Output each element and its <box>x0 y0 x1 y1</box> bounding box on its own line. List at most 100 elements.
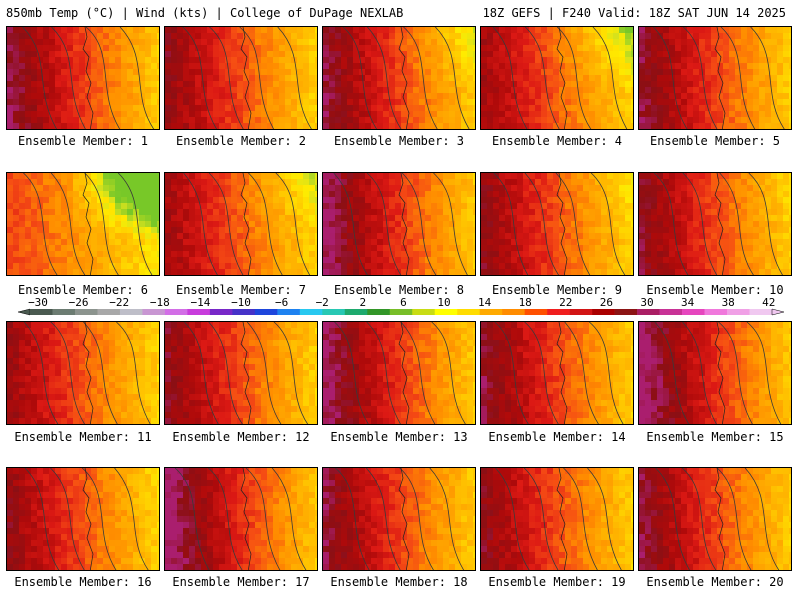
coastline <box>714 173 726 275</box>
height-contour <box>334 322 369 424</box>
ensemble-member-label: Ensemble Member: 7 <box>175 283 307 297</box>
colorbar-tick-label: 42 <box>762 296 776 309</box>
coastline <box>556 468 568 570</box>
coastline <box>398 322 410 424</box>
colorbar-swatch <box>524 309 548 315</box>
height-contour <box>184 322 219 424</box>
height-contour <box>587 468 622 570</box>
height-contour <box>245 468 281 570</box>
ensemble-member-map <box>164 172 318 276</box>
colorbar-swatch <box>277 309 301 315</box>
height-contour <box>746 322 782 424</box>
coastline <box>556 27 568 129</box>
height-contour <box>51 27 86 129</box>
colorbar-tick-label: −14 <box>190 296 211 309</box>
ensemble-member-label: Ensemble Member: 18 <box>330 575 468 589</box>
ensemble-member-label: Ensemble Member: 9 <box>491 283 623 297</box>
height-contour <box>333 173 369 275</box>
coastline <box>82 322 94 424</box>
height-contour <box>652 27 688 129</box>
height-contour <box>81 468 117 570</box>
colorbar-swatch <box>119 309 143 315</box>
height-contour <box>366 173 402 275</box>
colorbar-tick-label: 2 <box>359 296 367 309</box>
ensemble-member-label: Ensemble Member: 10 <box>646 283 784 297</box>
height-contour <box>273 322 309 424</box>
height-contour <box>50 468 85 570</box>
ensemble-member-label: Ensemble Member: 16 <box>14 575 152 589</box>
height-contour <box>23 322 59 424</box>
ensemble-member-label: Ensemble Member: 13 <box>330 430 468 444</box>
coastline <box>82 173 94 275</box>
temperature-field <box>481 468 633 570</box>
colorbar-tick-label: −18 <box>149 296 170 309</box>
height-contour <box>719 173 754 275</box>
temperature-field <box>639 468 791 570</box>
colorbar-swatch <box>52 309 76 315</box>
ensemble-member-map <box>322 321 476 425</box>
colorbar-tick-label: −22 <box>109 296 130 309</box>
height-contour <box>85 27 121 129</box>
height-contour <box>716 468 752 570</box>
colorbar-tick-label: −2 <box>315 296 329 309</box>
ensemble-member-label: Ensemble Member: 6 <box>17 283 149 297</box>
coastline <box>398 27 410 129</box>
coastline <box>556 173 568 275</box>
ensemble-member-map <box>164 26 318 130</box>
ensemble-member-map <box>322 172 476 276</box>
ensemble-member-label: Ensemble Member: 4 <box>491 134 623 148</box>
temperature-field <box>639 27 791 129</box>
ensemble-member-label: Ensemble Member: 8 <box>333 283 465 297</box>
height-contour <box>433 173 468 275</box>
colorbar-swatch <box>457 309 480 315</box>
colorbar-swatch <box>322 309 346 315</box>
height-contour <box>114 468 149 570</box>
ensemble-member-label: Ensemble Member: 12 <box>172 430 310 444</box>
height-contour <box>24 468 60 570</box>
coastline <box>714 27 726 129</box>
coastline <box>240 173 252 275</box>
height-contour <box>492 27 528 129</box>
height-contour <box>744 468 780 570</box>
height-contour <box>403 27 438 129</box>
height-contour <box>555 173 591 275</box>
colorbar-swatch <box>502 309 525 315</box>
colorbar-swatch <box>637 309 660 315</box>
height-contour <box>367 27 402 129</box>
colorbar-swatch <box>614 309 638 315</box>
colorbar-tick-label: 38 <box>721 296 735 309</box>
height-contour <box>117 173 153 275</box>
ensemble-member-map <box>480 321 634 425</box>
height-contour <box>523 468 559 570</box>
colorbar-tick-label: 18 <box>518 296 532 309</box>
header-title: 850mb Temp (°C) | Wind (kts) | College o… <box>6 6 404 20</box>
colorbar-tick-label: −10 <box>231 296 251 309</box>
colorbar-swatch <box>682 309 705 315</box>
ensemble-member-label: Ensemble Member: 2 <box>175 134 307 148</box>
colorbar-tick-label: −6 <box>274 296 289 309</box>
height-contour <box>495 468 530 570</box>
colorbar-arrow-left <box>18 308 31 316</box>
height-contour <box>22 27 58 129</box>
height-contour <box>335 468 370 570</box>
ensemble-member-map <box>6 467 160 571</box>
height-contour <box>653 173 689 275</box>
ensemble-member-map <box>322 467 476 571</box>
height-contour <box>589 322 624 424</box>
ensemble-member-label: Ensemble Member: 3 <box>333 134 465 148</box>
height-contour <box>435 27 470 129</box>
height-contour <box>681 468 717 570</box>
temperature-field <box>165 322 317 424</box>
colorbar-swatch <box>412 309 436 315</box>
colorbar-swatch <box>30 309 53 315</box>
colorbar-swatch <box>142 309 166 315</box>
height-contour <box>116 322 151 424</box>
colorbar-tick-labels: −30 −26 −22 −18 −14 −10 −6 −2 2 6 10 14 18 22 26 30 34 38… <box>0 296 800 309</box>
ensemble-member-map <box>480 172 634 276</box>
colorbar-swatch <box>727 309 750 315</box>
colorbar-swatch <box>97 309 121 315</box>
temperature-field <box>165 173 317 275</box>
colorbar-swatch <box>209 309 233 315</box>
height-contour <box>174 468 210 570</box>
height-contour <box>208 322 243 424</box>
